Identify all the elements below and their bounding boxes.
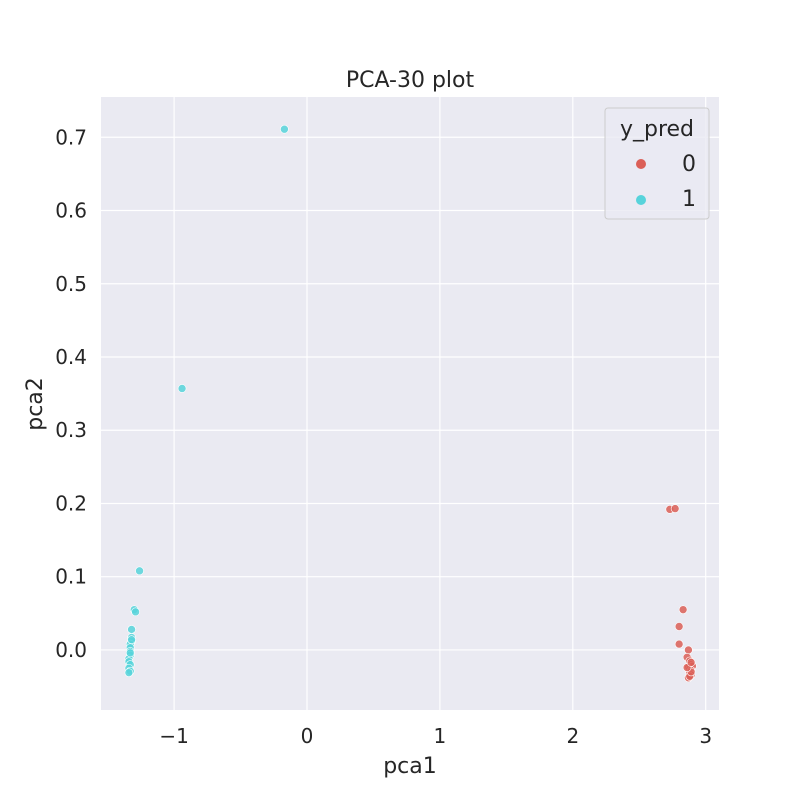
y-tick-label: 0.1 [55, 565, 87, 589]
x-tick-label: 1 [434, 724, 447, 748]
legend-label-0: 0 [682, 152, 696, 177]
data-point-series-0 [686, 658, 696, 667]
legend-marker-1 [636, 195, 646, 205]
y-tick-label: 0.7 [55, 125, 87, 149]
x-tick-label: 2 [566, 724, 579, 748]
data-point-series-1 [124, 668, 134, 677]
x-tick-label: 0 [301, 724, 314, 748]
data-point-series-0 [674, 622, 684, 631]
y-tick-label: 0.3 [55, 418, 87, 442]
data-point-series-1 [127, 635, 136, 644]
x-axis-label: pca1 [383, 754, 437, 779]
data-point-series-0 [684, 645, 693, 655]
data-point-series-1 [280, 124, 289, 134]
data-point-series-1 [125, 648, 135, 658]
legend-marker-0 [636, 159, 646, 169]
data-point-series-1 [131, 607, 140, 617]
y-tick-label: 0.2 [55, 491, 87, 515]
x-tick-label: 3 [699, 724, 712, 748]
grid [101, 97, 719, 710]
data-point-series-1 [177, 384, 187, 393]
legend-title: y_pred [620, 117, 694, 142]
data-point-series-0 [678, 605, 688, 614]
y-tick-label: 0.0 [55, 638, 87, 662]
legend: y_pred 0 1 [604, 107, 710, 220]
data-point-series-1 [127, 625, 136, 634]
y-tick-label: 0.4 [55, 345, 87, 369]
x-tick-label: −1 [159, 724, 188, 748]
legend-box [604, 107, 710, 220]
y-axis-label: pca2 [23, 377, 48, 431]
y-tick-labels: 0.0 0.1 0.2 0.3 0.4 0.5 0.6 0.7 [55, 125, 87, 662]
data-point-series-1 [135, 566, 144, 576]
data-points [124, 124, 697, 683]
y-tick-label: 0.6 [55, 199, 87, 223]
y-tick-label: 0.5 [55, 272, 87, 296]
data-point-series-0 [670, 504, 680, 513]
chart-title: PCA-30 plot [346, 68, 475, 93]
data-point-series-0 [674, 639, 684, 649]
legend-label-1: 1 [682, 187, 696, 212]
x-tick-labels: −1 0 1 2 3 [159, 724, 712, 748]
